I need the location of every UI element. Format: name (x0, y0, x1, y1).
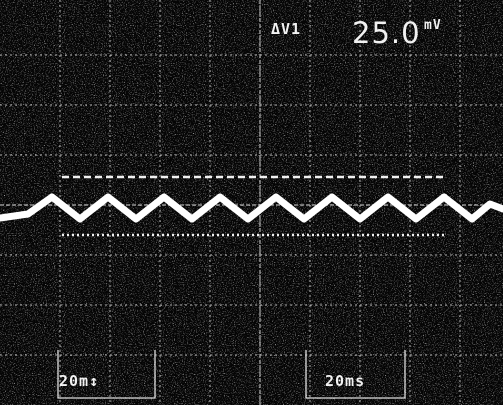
volts-readout-box (57, 350, 156, 399)
time-readout-box (305, 350, 406, 399)
volts-per-division-readout: 20m↕ (59, 372, 100, 390)
readout-boxes (57, 350, 406, 399)
signal-trace (0, 193, 503, 223)
delta-v-unit: mV (424, 18, 442, 33)
delta-v-label: ΔV1 (271, 20, 302, 38)
delta-v-value: 25.0 (352, 16, 421, 50)
time-per-division-readout: 20ms (325, 372, 366, 390)
